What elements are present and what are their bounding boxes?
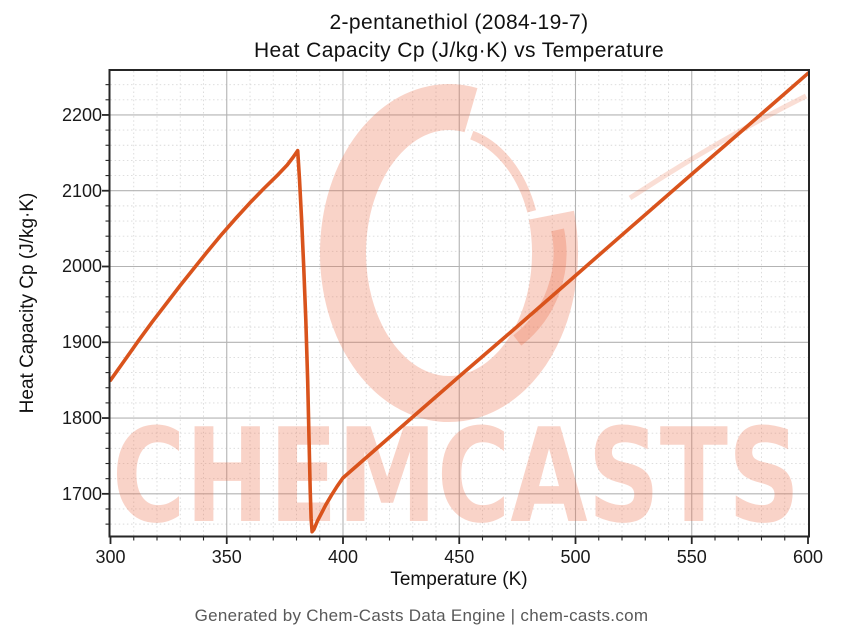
x-tick-label: 500: [560, 547, 591, 567]
x-tick-label: 600: [792, 547, 824, 567]
chemcasts-watermark: CHEMCASTS: [112, 84, 808, 552]
cp-vs-temperature-line: [108, 71, 810, 534]
x-tick-label: 300: [95, 547, 126, 567]
y-tick-label: 1800: [61, 408, 102, 429]
y-tick-label: 1700: [61, 483, 102, 504]
x-axis-label: Temperature (K): [390, 569, 528, 590]
y-tick-label: 2000: [61, 256, 102, 277]
chart-title-line2: Heat Capacity Cp (J/kg·K) vs Temperature: [253, 39, 665, 62]
x-tick-label: 450: [444, 547, 475, 567]
y-tick-label: 2200: [61, 104, 102, 125]
y-tick-label: 2100: [61, 180, 102, 201]
x-tick-label: 350: [211, 547, 242, 567]
y-tick-label: 1900: [61, 332, 102, 353]
major-gridlines: [110, 71, 808, 536]
chart-title: 2-pentanethiol (2084-19-7) Heat Capacity…: [110, 9, 808, 65]
watermark-c-logo-icon: [320, 84, 579, 423]
watermark-c-inner-swoosh-icon: [470, 130, 537, 213]
cp-data-line: [108, 71, 810, 534]
x-tick-label: 400: [327, 547, 359, 567]
x-tick-label: 550: [676, 547, 707, 567]
chart-title-line1: 2-pentanethiol (2084-19-7): [329, 11, 589, 34]
axes-spines-and-ticks: [102, 69, 810, 544]
watermark-text: CHEMCASTS: [112, 400, 800, 552]
watermark-wisp-icon: [628, 93, 808, 201]
watermark-c-tail-swoosh-icon: [513, 228, 567, 346]
y-axis-label: Heat Capacity Cp (J/kg·K): [17, 192, 38, 414]
footer-credit: Generated by Chem-Casts Data Engine | ch…: [194, 606, 649, 625]
